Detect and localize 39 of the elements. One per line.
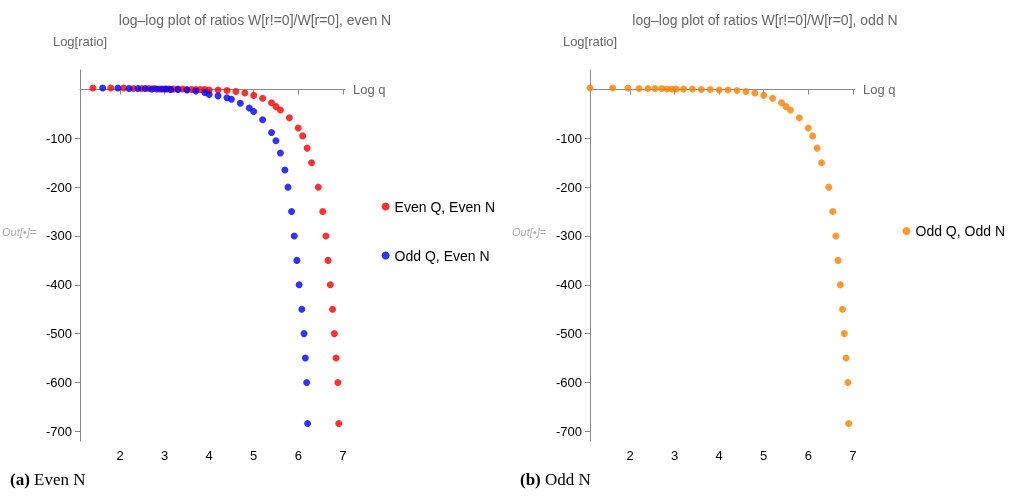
y-tick-label: -100 bbox=[555, 130, 582, 146]
chart-title: log–log plot of ratios W[r!=0]/W[r=0], even N bbox=[118, 12, 392, 28]
y-tick-label: -500 bbox=[555, 326, 582, 342]
x-tick-label: 4 bbox=[715, 448, 723, 463]
legend-label: Even Q, Even N bbox=[394, 198, 496, 215]
legend-label: Odd Q, Even N bbox=[394, 247, 490, 264]
y-axis-title: Log[ratio] bbox=[562, 34, 618, 49]
x-tick-label: 7 bbox=[339, 448, 347, 463]
y-tick-label: -300 bbox=[45, 228, 72, 244]
y-tick-label: -600 bbox=[45, 374, 72, 390]
legend-label: Odd Q, Odd N bbox=[915, 223, 1005, 239]
y-tick-label: -600 bbox=[555, 374, 582, 390]
x-tick-label: 2 bbox=[116, 448, 124, 463]
x-tick-label: 5 bbox=[760, 448, 768, 463]
x-axis-title: Log q bbox=[353, 82, 386, 98]
x-tick-label: 7 bbox=[849, 448, 857, 463]
y-tick-label: -400 bbox=[45, 277, 72, 293]
x-tick-label: 3 bbox=[671, 448, 679, 463]
x-tick-label: 4 bbox=[205, 448, 213, 463]
y-tick-label: -400 bbox=[555, 277, 582, 293]
text: (b) Odd N bbox=[520, 470, 591, 490]
y-tick-label: -700 bbox=[555, 423, 582, 439]
x-tick-label: 2 bbox=[626, 448, 634, 463]
text: (a) Even N bbox=[10, 470, 86, 490]
x-tick-label: 6 bbox=[804, 448, 812, 463]
text: Out[•]= bbox=[512, 225, 547, 238]
x-tick-label: 6 bbox=[294, 448, 302, 463]
x-axis-title: Log q bbox=[863, 82, 896, 98]
y-tick-label: -300 bbox=[555, 228, 582, 244]
chart-title: log–log plot of ratios W[r!=0]/W[r=0], odd N bbox=[632, 12, 898, 28]
y-tick-label: -200 bbox=[555, 179, 582, 195]
y-tick-label: -100 bbox=[45, 130, 72, 146]
y-axis-title: Log[ratio] bbox=[52, 34, 108, 49]
x-tick-label: 5 bbox=[250, 448, 258, 463]
y-tick-label: -500 bbox=[45, 326, 72, 342]
x-tick-label: 3 bbox=[161, 448, 169, 463]
text: Out[•]= bbox=[2, 225, 37, 238]
y-tick-label: -700 bbox=[45, 423, 72, 439]
y-tick-label: -200 bbox=[45, 179, 72, 195]
